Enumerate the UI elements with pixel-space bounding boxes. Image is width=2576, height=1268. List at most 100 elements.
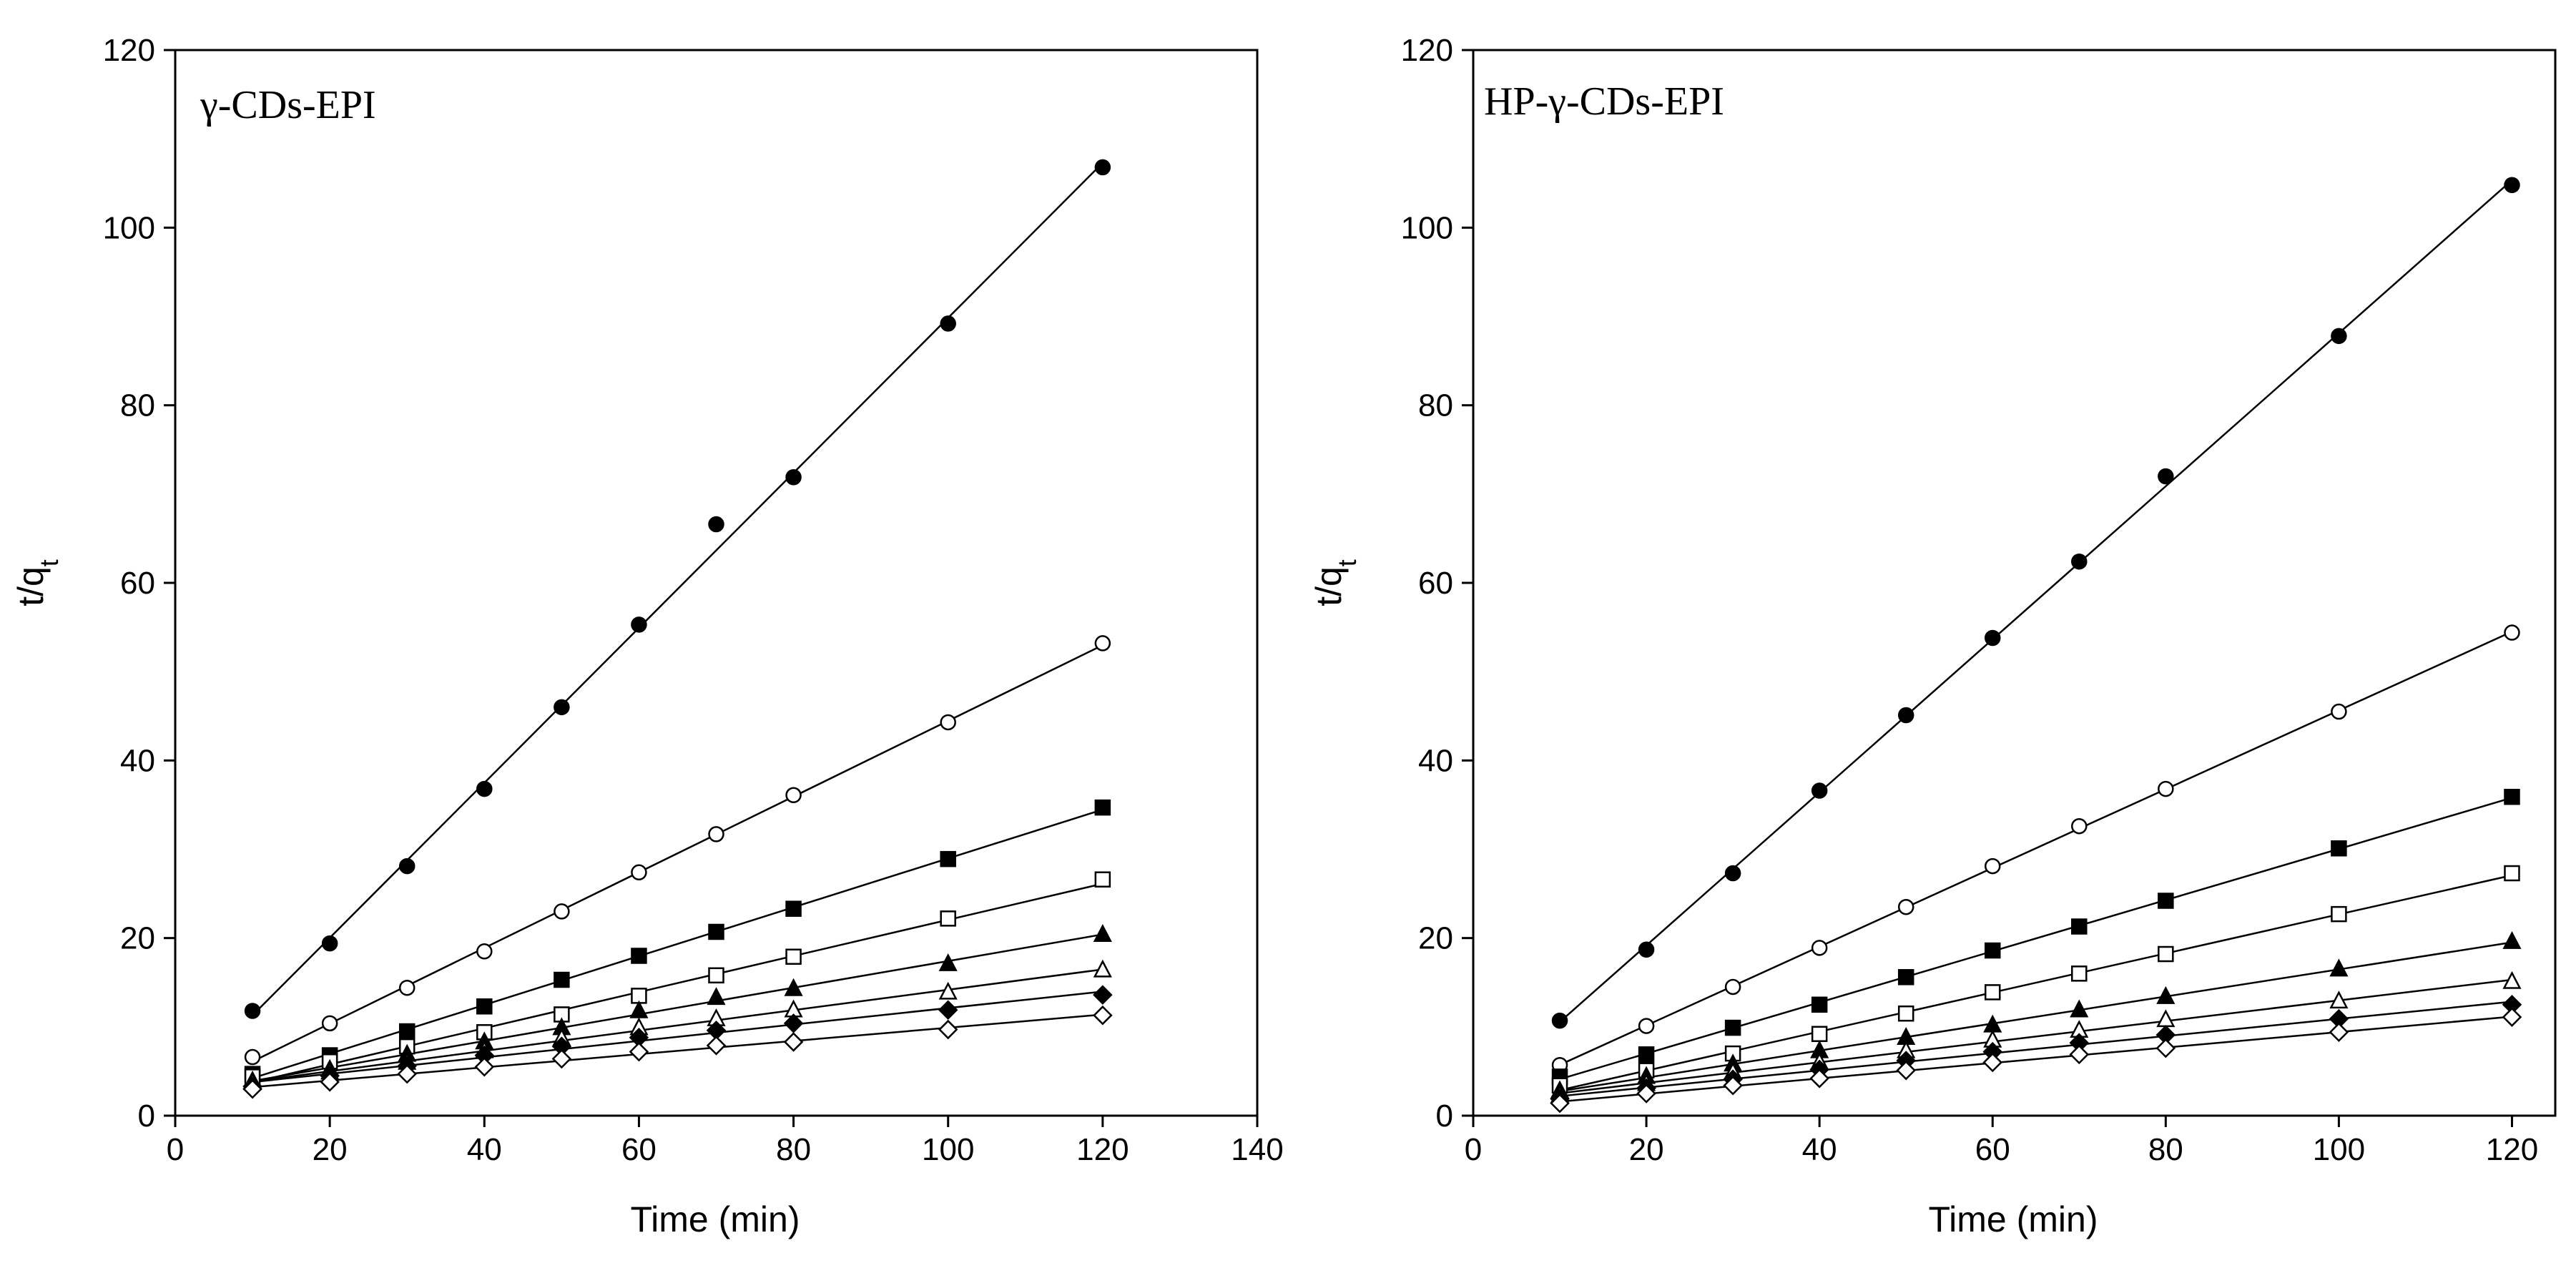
data-point-diamond-open-s7-p9 [2502,1007,2522,1027]
data-point-diamond-open-s7-p3 [1809,1068,1829,1088]
data-point-circle-filled-s0-p5 [631,616,647,633]
data-point-square-open-s3-p8 [940,910,956,927]
data-point-diamond-open-s7-p1 [320,1072,340,1092]
axis-ticks: 0 20 40 60 80 100 120 0 20 40 60 80 100 120 [1401,33,2539,1167]
data-point-diamond-open-s7-p6 [706,1036,727,1056]
y-tick-label: 80 [1418,388,1453,423]
data-point-circle-open-s1-p4 [554,903,570,920]
data-point-circle-filled-s0-p0 [1551,1012,1568,1029]
x-tick-label: 40 [467,1132,502,1167]
data-point-triangle-open-s5-p9 [1093,959,1112,978]
panel-right: HP-γ-CDs-EPI Time (min) t/qt 0 20 40 60 80 10… [1309,33,2557,1239]
y-tick-label: 40 [120,743,155,778]
data-point-square-filled-s2-p4 [554,971,570,988]
data-point-circle-filled-s0-p7 [2158,468,2174,485]
fit-line-diamond-filled [1559,1001,2512,1097]
data-point-circle-filled-s0-p8 [940,315,956,332]
fit-line-diamond-open [1559,1016,2512,1103]
data-point-circle-filled-s0-p9 [2504,177,2520,193]
data-point-square-filled-s2-p9 [1094,799,1111,816]
data-point-circle-filled-s0-p6 [708,516,724,533]
data-point-square-filled-s2-p4 [1897,969,1914,986]
axis-ticks: 0 20 40 60 80 100 120 140 0 20 40 60 80 100 120 [103,33,1284,1167]
data-point-triangle-filled-s4-p6 [707,987,726,1006]
data-point-diamond-open-s7-p2 [397,1063,417,1084]
data-point-circle-filled-s0-p1 [1638,941,1655,958]
data-point-circle-open-s1-p1 [321,1015,338,1032]
data-point-square-filled-s2-p2 [398,1023,416,1040]
data-point-diamond-open-s7-p7 [783,1032,804,1052]
data-point-square-filled-s2-p9 [2504,788,2520,805]
data-point-circle-filled-s0-p3 [476,780,493,797]
data-point-triangle-filled-s4-p6 [2070,999,2089,1018]
data-point-triangle-open-s5-p8 [938,981,958,1000]
data-point-square-open-s3-p7 [785,948,802,965]
x-tick-label: 20 [313,1132,348,1167]
data-point-circle-filled-s0-p2 [1724,865,1741,882]
y-tick-label: 120 [103,33,155,68]
data-point-triangle-open-s5-p8 [2329,991,2349,1009]
fit-line-diamond-filled [252,991,1103,1083]
data-point-circle-filled-s0-p4 [1897,707,1914,724]
data-point-circle-filled-s0-p4 [554,699,570,716]
x-tick-label: 100 [922,1132,974,1167]
data-point-triangle-filled-s4-p7 [2156,986,2176,1004]
data-point-square-filled-s2-p2 [1724,1019,1741,1036]
y-tick-label: 0 [138,1099,155,1134]
panel-title: HP-γ-CDs-EPI [1484,79,1724,124]
data-point-square-open-s3-p7 [2158,945,2174,963]
data-point-diamond-open-s7-p5 [629,1041,649,1062]
data-point-square-open-s3-p3 [1811,1026,1828,1043]
data-point-circle-filled-s0-p0 [244,1003,261,1019]
data-points [1550,177,2522,1114]
fit-line-square-filled [1559,797,2512,1081]
x-tick-label: 120 [2486,1132,2538,1167]
data-point-diamond-filled-s6-p9 [1093,985,1113,1005]
data-point-diamond-filled-s6-p7 [783,1013,804,1033]
y-tick-label: 60 [120,566,155,601]
data-point-square-filled-s2-p8 [2331,840,2347,857]
data-point-diamond-open-s7-p8 [2329,1022,2349,1043]
y-tick-label: 20 [120,921,155,956]
data-point-square-filled-s2-p6 [2071,918,2088,935]
fit-line-square-open [1559,874,2512,1091]
fit-lines [1559,179,2513,1103]
plot-frame [174,49,1259,1117]
fit-line-triangle-open [1559,978,2512,1094]
y-tick-label: 60 [1418,566,1453,601]
data-point-circle-open-s1-p9 [2504,624,2520,641]
data-point-triangle-open-s5-p9 [2502,970,2522,989]
y-tick-label: 0 [1436,1099,1453,1134]
data-point-circle-open-s1-p8 [940,714,956,731]
data-point-circle-filled-s0-p8 [2331,328,2347,345]
fit-line-circle-filled [252,162,1103,1016]
data-point-triangle-filled-s4-p5 [629,1000,649,1018]
data-point-circle-open-s1-p6 [708,826,724,842]
data-point-diamond-open-s7-p2 [1723,1076,1743,1096]
data-point-square-filled-s2-p5 [631,948,647,964]
x-tick-label: 60 [621,1132,657,1167]
data-point-square-open-s3-p6 [2071,965,2088,982]
data-point-circle-open-s1-p8 [2331,703,2347,720]
data-point-circle-open-s1-p2 [1724,978,1741,996]
data-point-circle-filled-s0-p6 [2071,553,2088,570]
data-point-square-filled-s2-p3 [1811,996,1828,1013]
data-point-triangle-open-s5-p7 [2156,1009,2176,1028]
x-axis-title: Time (min) [1928,1199,2098,1239]
data-point-triangle-filled-s4-p9 [1093,924,1112,942]
data-point-diamond-open-s7-p1 [1636,1083,1656,1104]
fit-line-circle-open [252,644,1103,1063]
data-point-diamond-open-s7-p6 [2069,1044,2090,1065]
data-point-circle-open-s1-p9 [1094,635,1111,652]
data-point-diamond-filled-s6-p8 [938,1000,958,1021]
data-point-square-filled-s2-p3 [476,998,493,1015]
fit-line-square-filled [252,808,1103,1079]
data-point-square-filled-s2-p6 [708,923,724,940]
data-point-circle-filled-s0-p3 [1811,782,1828,799]
y-tick-label: 100 [1401,210,1453,245]
y-tick-label: 100 [103,210,155,245]
data-point-diamond-open-s7-p3 [474,1056,495,1077]
data-point-diamond-open-s7-p4 [551,1048,572,1069]
data-points [242,159,1113,1099]
